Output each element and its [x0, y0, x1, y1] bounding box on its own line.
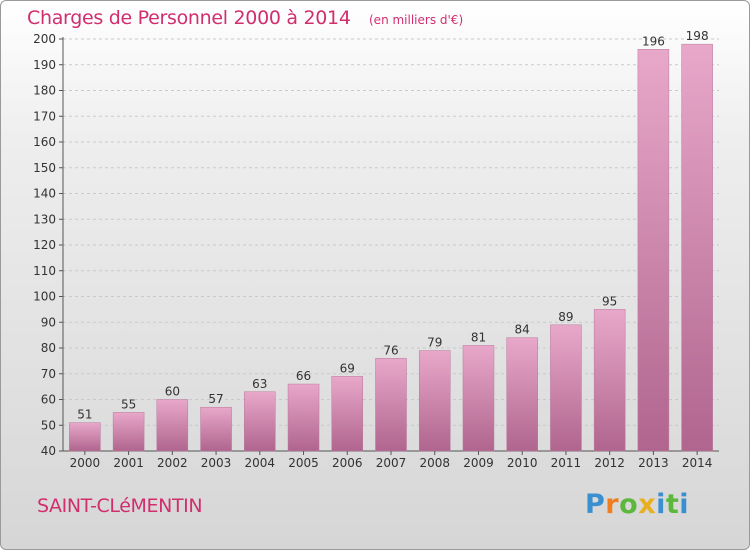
bar-2012	[593, 309, 626, 452]
logo-letter: P	[585, 489, 606, 520]
proxiti-logo: Proxiti	[585, 489, 689, 520]
data-label: 81	[471, 330, 486, 344]
chart-title: Charges de Personnel 2000 à 2014	[27, 7, 351, 29]
data-label: 95	[602, 294, 617, 308]
bar-2007	[375, 358, 407, 452]
bar-2006	[331, 376, 364, 452]
x-tick-label: 2005	[288, 456, 319, 470]
x-tick-label: 2013	[638, 456, 669, 470]
x-tick-label: 2001	[113, 456, 144, 470]
x-tick-label: 2008	[419, 456, 450, 470]
data-label: 69	[340, 361, 355, 375]
logo-letter: r	[605, 489, 620, 520]
data-label: 198	[686, 29, 709, 43]
bar-2010	[506, 337, 538, 452]
y-tick-label: 180	[33, 84, 56, 98]
y-tick-label: 100	[33, 290, 56, 304]
x-tick-label: 2014	[682, 456, 713, 470]
y-tick-label: 150	[33, 161, 56, 175]
y-tick-label: 130	[33, 212, 56, 226]
y-tick-label: 190	[33, 58, 56, 72]
y-tick-label: 110	[33, 264, 56, 278]
y-tick-label: 80	[41, 341, 56, 355]
bar-2005	[287, 383, 320, 452]
logo-letter: o	[619, 489, 639, 520]
data-label: 60	[165, 385, 180, 399]
logo-letter: x	[638, 489, 657, 520]
y-tick-label: 200	[33, 32, 56, 46]
y-tick-label: 60	[41, 393, 56, 407]
logo-letter: i	[679, 489, 690, 520]
logo-letter: t	[665, 489, 680, 520]
data-label: 196	[642, 34, 665, 48]
bar-2003	[200, 406, 232, 452]
y-tick-label: 170	[33, 109, 56, 123]
bar-2002	[156, 399, 189, 452]
logo-letter: i	[656, 489, 666, 520]
data-label: 57	[208, 392, 223, 406]
data-label: 89	[558, 310, 573, 324]
y-tick-label: 140	[33, 187, 56, 201]
bar-2009	[462, 345, 495, 452]
data-label: 84	[515, 323, 530, 337]
x-tick-label: 2000	[70, 456, 101, 470]
data-label: 51	[77, 408, 92, 422]
x-tick-label: 2011	[551, 456, 582, 470]
y-tick-label: 40	[41, 444, 56, 458]
bar-2001	[112, 412, 145, 452]
x-tick-label: 2010	[507, 456, 538, 470]
y-tick-label: 90	[41, 315, 56, 329]
y-tick-label: 120	[33, 238, 56, 252]
x-tick-label: 2004	[245, 456, 276, 470]
bar-2000	[69, 422, 101, 452]
x-tick-label: 2002	[157, 456, 188, 470]
commune-name: SAINT-CLéMENTIN	[37, 495, 203, 517]
bar-2014	[681, 43, 713, 452]
data-label: 55	[121, 397, 136, 411]
x-tick-label: 2003	[201, 456, 232, 470]
data-label: 63	[252, 377, 267, 391]
bar-2011	[550, 324, 582, 452]
bar-2004	[244, 391, 276, 452]
x-tick-label: 2012	[594, 456, 625, 470]
x-tick-label: 2007	[376, 456, 407, 470]
y-tick-label: 50	[41, 418, 56, 432]
bar-2013	[637, 49, 670, 452]
y-tick-label: 160	[33, 135, 56, 149]
x-tick-label: 2006	[332, 456, 363, 470]
data-label: 76	[383, 343, 398, 357]
data-label: 79	[427, 336, 442, 350]
data-label: 66	[296, 369, 311, 383]
y-tick-label: 70	[41, 367, 56, 381]
bar-2008	[418, 350, 451, 452]
chart-subtitle: (en milliers d'€)	[369, 13, 464, 27]
x-tick-label: 2009	[463, 456, 494, 470]
